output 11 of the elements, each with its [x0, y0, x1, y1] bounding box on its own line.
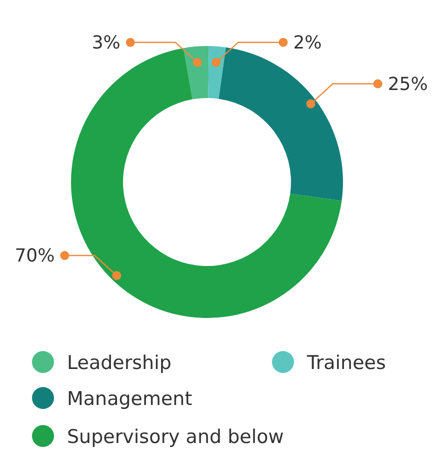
data-label: 3%	[92, 32, 120, 54]
donut-slice	[218, 47, 343, 201]
donut-slice	[71, 48, 342, 318]
legend-label: Supervisory and below	[67, 426, 284, 448]
donut-slice	[183, 46, 209, 100]
data-label: 2%	[293, 32, 322, 54]
legend-label: Management	[67, 388, 192, 410]
legend-label: Trainees	[306, 352, 386, 374]
data-label: 25%	[388, 74, 428, 95]
legend-label: Leadership	[67, 352, 172, 374]
data-label: 70%	[14, 246, 55, 267]
